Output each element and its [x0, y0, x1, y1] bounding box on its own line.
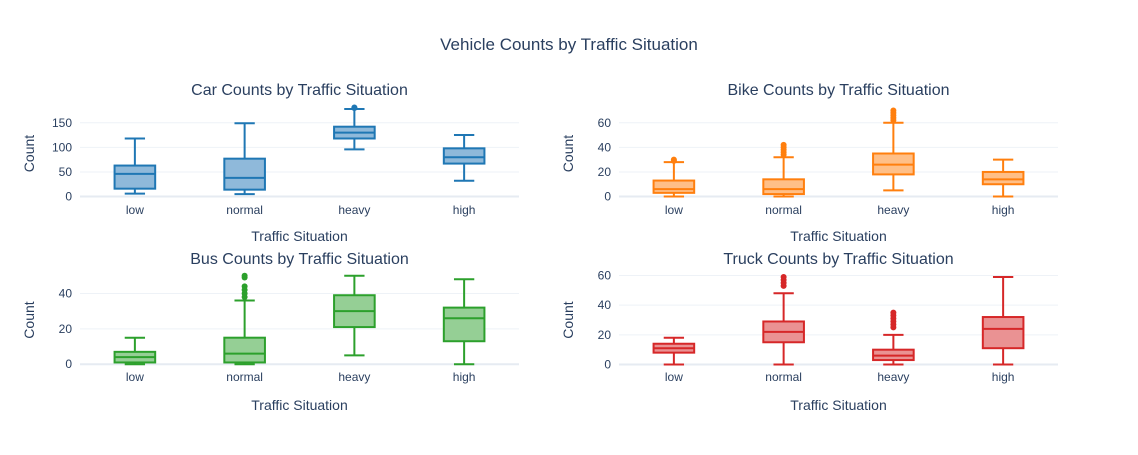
bike-ytick-label: 60 — [598, 116, 612, 130]
truck-xtick-label: high — [992, 370, 1015, 384]
bus-subplot-title: Bus Counts by Traffic Situation — [190, 251, 408, 268]
truck-xtick-label: heavy — [877, 370, 909, 384]
car-ytick-label: 150 — [52, 116, 72, 130]
bike-subplot-title: Bike Counts by Traffic Situation — [727, 82, 949, 99]
truck-ytick-label: 20 — [598, 328, 612, 342]
bus-xtick-label: normal — [226, 370, 263, 384]
bike-ytick-label: 40 — [598, 140, 612, 154]
truck-xaxis-label: Traffic Situation — [790, 397, 887, 413]
car-heavy-outlier — [351, 104, 358, 111]
car-yaxis-label: Count — [21, 135, 37, 172]
bike-xtick-label: normal — [765, 203, 802, 217]
car-low-box — [113, 164, 157, 190]
bus-yaxis-label: Count — [21, 301, 37, 338]
truck-xtick-label: low — [665, 370, 683, 384]
bike-low-outlier — [670, 156, 677, 163]
bike-xtick-label: high — [992, 203, 1015, 217]
bike-xtick-label: low — [665, 203, 683, 217]
car-xtick-label: heavy — [338, 203, 370, 217]
truck-heavy-outlier — [890, 309, 897, 316]
car-ytick-label: 0 — [65, 190, 72, 204]
bike-xtick-label: heavy — [877, 203, 909, 217]
bike-ytick-label: 0 — [604, 190, 611, 204]
bus-high-box — [442, 306, 486, 343]
truck-subplot-title: Truck Counts by Traffic Situation — [723, 251, 953, 268]
car-ytick-label: 50 — [59, 165, 73, 179]
bus-xaxis-label: Traffic Situation — [251, 397, 348, 413]
bus-normal-outlier — [241, 283, 248, 290]
bike-high-box — [981, 170, 1025, 186]
bike-heavy-outlier — [890, 107, 897, 114]
bike-ytick-label: 20 — [598, 165, 612, 179]
truck-normal-outlier — [780, 273, 787, 280]
bike-xaxis-label: Traffic Situation — [790, 228, 887, 244]
bus-ytick-label: 40 — [59, 286, 73, 300]
car-normal-box — [223, 157, 266, 191]
car-subplot-title: Car Counts by Traffic Situation — [191, 82, 408, 99]
bus-ytick-label: 20 — [59, 322, 73, 336]
bus-ytick-label: 0 — [65, 357, 72, 371]
bike-yaxis-label: Count — [560, 135, 576, 172]
truck-yaxis-label: Count — [560, 301, 576, 338]
truck-xtick-label: normal — [765, 370, 802, 384]
bus-normal-box — [223, 336, 266, 364]
figure-title: Vehicle Counts by Traffic Situation — [440, 35, 698, 54]
bike-low-box — [652, 179, 696, 194]
car-xaxis-label: Traffic Situation — [251, 228, 348, 244]
truck-ytick-label: 0 — [604, 358, 611, 372]
bus-normal-outlier — [241, 272, 248, 279]
car-ytick-label: 100 — [52, 140, 72, 154]
bus-xtick-label: heavy — [338, 370, 370, 384]
truck-high-box — [981, 316, 1025, 350]
car-xtick-label: normal — [226, 203, 263, 217]
truck-ytick-label: 60 — [598, 268, 612, 282]
car-xtick-label: low — [126, 203, 144, 217]
car-xtick-label: high — [453, 203, 476, 217]
truck-ytick-label: 40 — [598, 298, 612, 312]
car-high-box — [442, 147, 486, 165]
bike-normal-box — [762, 178, 805, 196]
bus-xtick-label: high — [453, 370, 476, 384]
bike-normal-outlier — [780, 141, 787, 148]
bus-xtick-label: low — [126, 370, 144, 384]
